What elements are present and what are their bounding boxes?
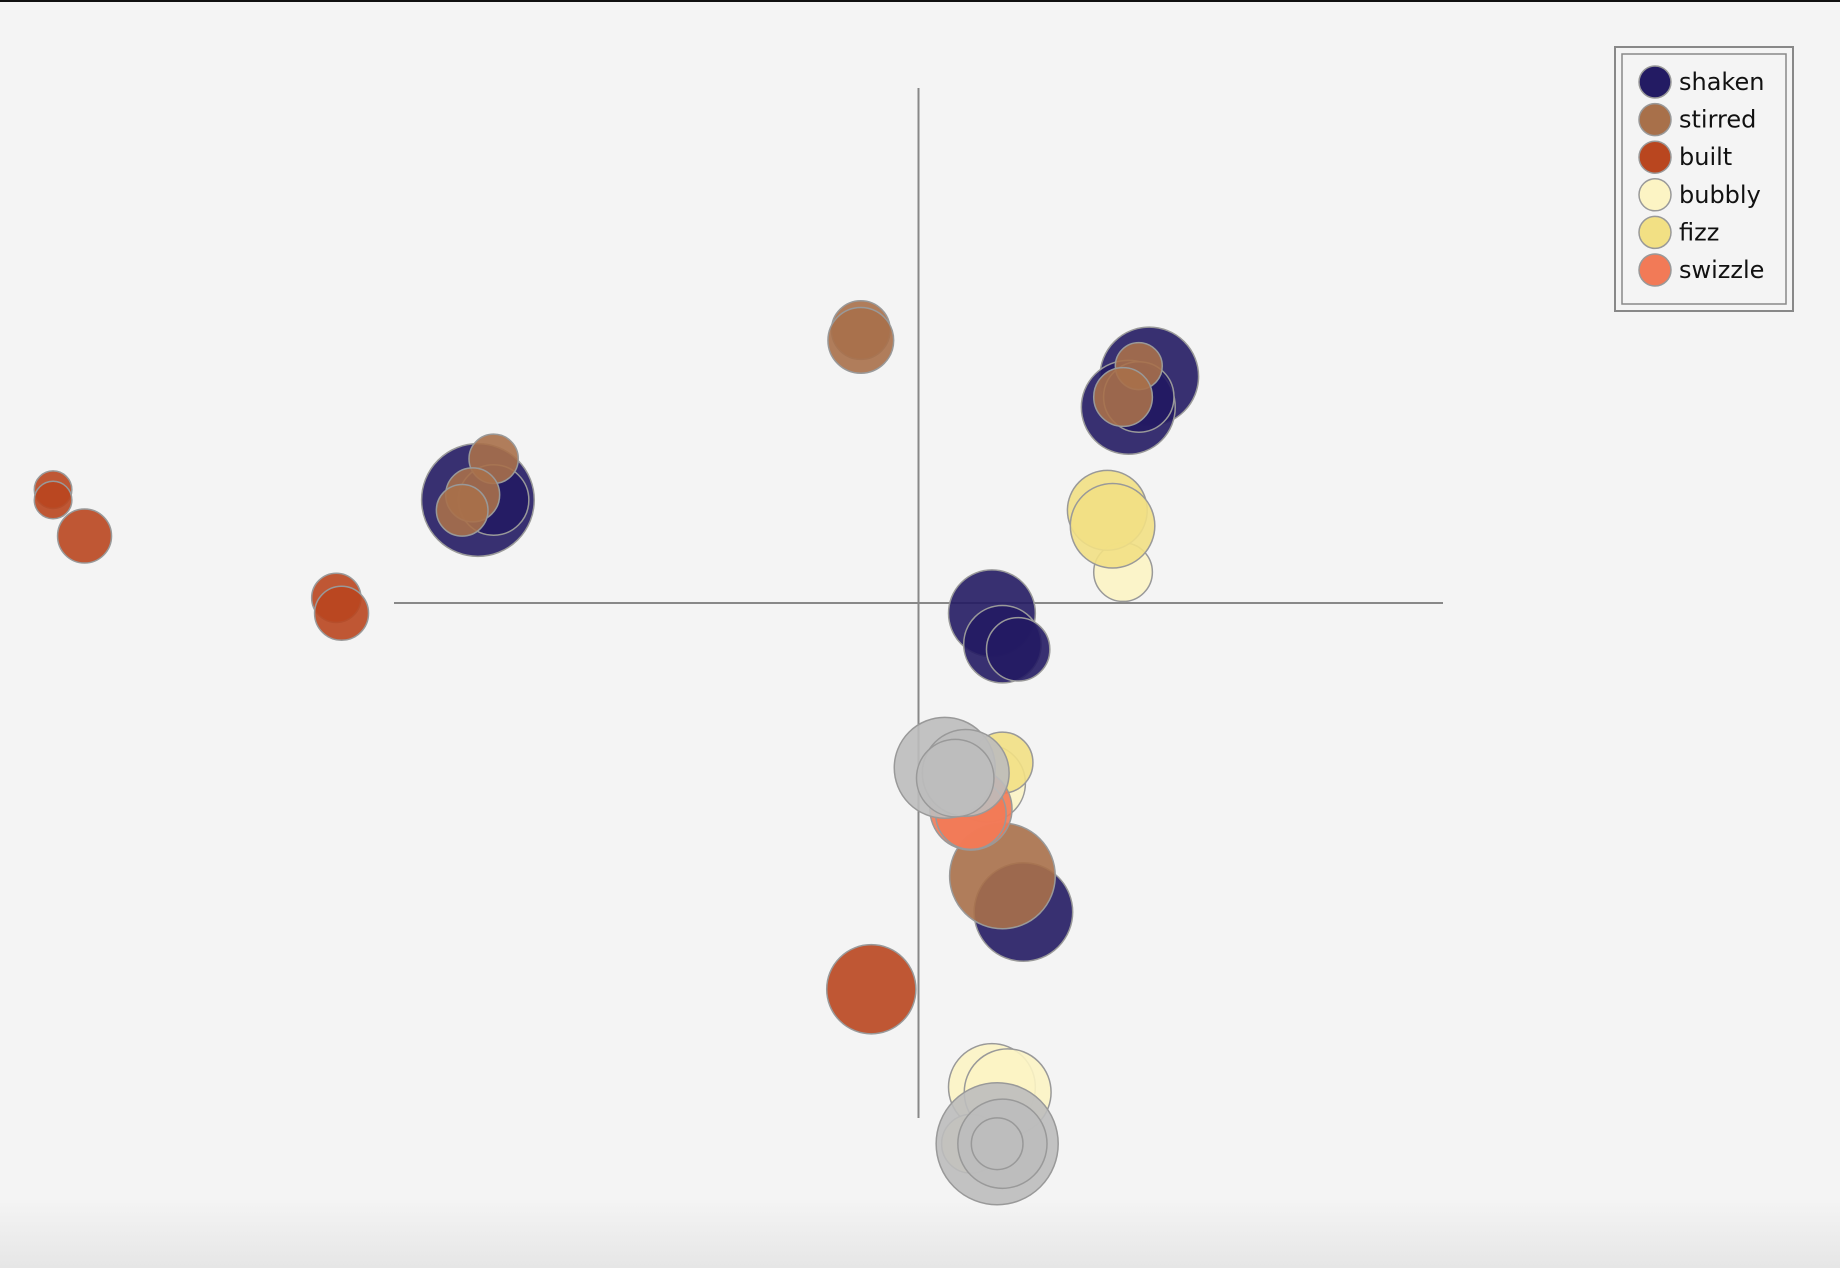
plot-area <box>33 88 1443 1206</box>
top-border <box>0 0 1840 2</box>
bubble <box>56 508 113 564</box>
legend-swatch <box>1638 102 1672 137</box>
legend-label: stirred <box>1679 106 1756 134</box>
bubble <box>970 1117 1024 1171</box>
bubble <box>435 483 489 537</box>
bubble <box>825 943 917 1035</box>
bubble <box>1069 482 1156 569</box>
legend-label: shaken <box>1679 68 1764 96</box>
bubble <box>33 480 73 520</box>
legend: shaken stirred built bubbly fizz swizzle <box>1614 46 1794 312</box>
legend-label: fizz <box>1679 218 1719 246</box>
bubble <box>915 738 995 818</box>
bubble <box>985 616 1051 682</box>
legend-frame <box>1614 46 1794 312</box>
legend-swatch <box>1638 65 1672 99</box>
legend-swatch <box>1638 178 1672 212</box>
bubble <box>313 585 370 642</box>
legend-swatch <box>1638 253 1672 287</box>
bottom-shade <box>0 1200 1840 1268</box>
legend-frame-inner <box>1621 53 1787 305</box>
bubble <box>827 306 895 374</box>
legend-label: swizzle <box>1679 256 1764 284</box>
bubble <box>1092 366 1154 428</box>
legend-swatch <box>1638 140 1672 174</box>
legend-label: bubbly <box>1679 181 1761 209</box>
legend-label: built <box>1679 143 1732 171</box>
legend-swatch <box>1638 215 1672 250</box>
